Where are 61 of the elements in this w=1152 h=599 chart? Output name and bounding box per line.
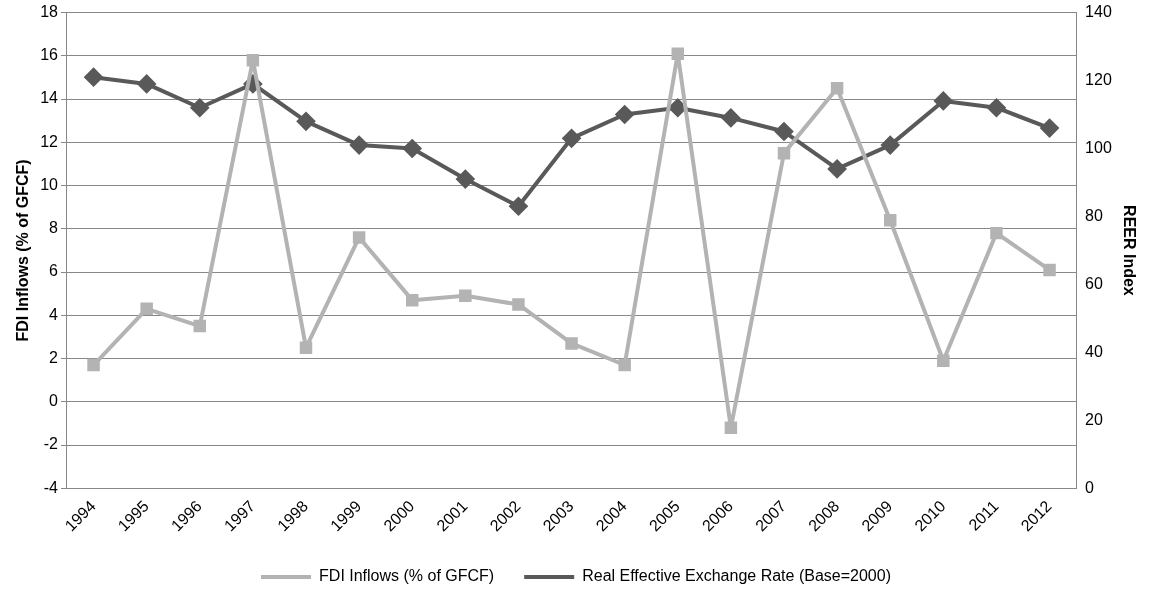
point bbox=[562, 129, 581, 148]
y2-axis-title: REER Index bbox=[1120, 205, 1138, 296]
point bbox=[830, 82, 844, 95]
point bbox=[84, 68, 103, 87]
y-tick-label: 12 bbox=[40, 132, 59, 150]
point bbox=[512, 298, 525, 311]
legend-label: FDI Inflows (% of GFCF) bbox=[319, 567, 495, 585]
y2-tick-label: 100 bbox=[1085, 138, 1112, 156]
point bbox=[137, 74, 156, 93]
y2-tick-label: 40 bbox=[1085, 342, 1103, 360]
point bbox=[190, 98, 209, 117]
y-tick-label: -2 bbox=[43, 435, 59, 453]
point bbox=[990, 226, 1003, 240]
point bbox=[883, 213, 897, 227]
y2-tick-label: 120 bbox=[1085, 70, 1112, 88]
point bbox=[777, 146, 791, 160]
y-tick-label: -4 bbox=[43, 478, 59, 496]
point bbox=[671, 47, 685, 60]
point bbox=[403, 139, 422, 158]
y2-tick-label: 20 bbox=[1085, 410, 1103, 428]
y-tick-label: 14 bbox=[40, 89, 59, 107]
point bbox=[668, 98, 687, 117]
point bbox=[721, 108, 740, 127]
y-tick-label: 10 bbox=[40, 175, 59, 193]
point bbox=[1040, 119, 1059, 138]
legend-label: Real Effective Exchange Rate (Base=2000) bbox=[582, 567, 891, 585]
point bbox=[350, 136, 369, 155]
point bbox=[828, 159, 847, 178]
point bbox=[1043, 263, 1056, 277]
point bbox=[881, 136, 900, 155]
y-tick-label: 2 bbox=[49, 348, 59, 366]
point bbox=[405, 293, 419, 307]
point bbox=[615, 105, 634, 124]
point bbox=[775, 122, 793, 141]
point bbox=[352, 231, 366, 244]
point bbox=[934, 91, 953, 110]
y-tick-label: 4 bbox=[49, 305, 59, 323]
point bbox=[299, 341, 313, 354]
point bbox=[297, 112, 315, 131]
point bbox=[565, 337, 578, 350]
y-tick-label: 8 bbox=[49, 219, 59, 237]
point bbox=[987, 98, 1006, 117]
y-tick-label: 6 bbox=[49, 262, 59, 280]
point bbox=[246, 53, 260, 67]
y-axis-title: FDI Inflows (% of GFCF) bbox=[14, 159, 32, 342]
point bbox=[618, 358, 631, 372]
y2-tick-label: 60 bbox=[1085, 274, 1103, 292]
y2-tick-label: 140 bbox=[1085, 3, 1112, 21]
point bbox=[724, 421, 738, 434]
point bbox=[193, 319, 207, 333]
point bbox=[459, 289, 472, 303]
point bbox=[509, 197, 528, 216]
y-tick-label: 18 bbox=[40, 3, 59, 21]
y-tick-label: 0 bbox=[49, 392, 59, 410]
point bbox=[937, 354, 950, 367]
y2-tick-label: 80 bbox=[1085, 206, 1103, 224]
point bbox=[140, 302, 153, 316]
point bbox=[456, 170, 475, 189]
point bbox=[87, 358, 100, 372]
y-tick-label: 16 bbox=[40, 46, 59, 64]
y2-tick-label: 0 bbox=[1085, 478, 1095, 496]
